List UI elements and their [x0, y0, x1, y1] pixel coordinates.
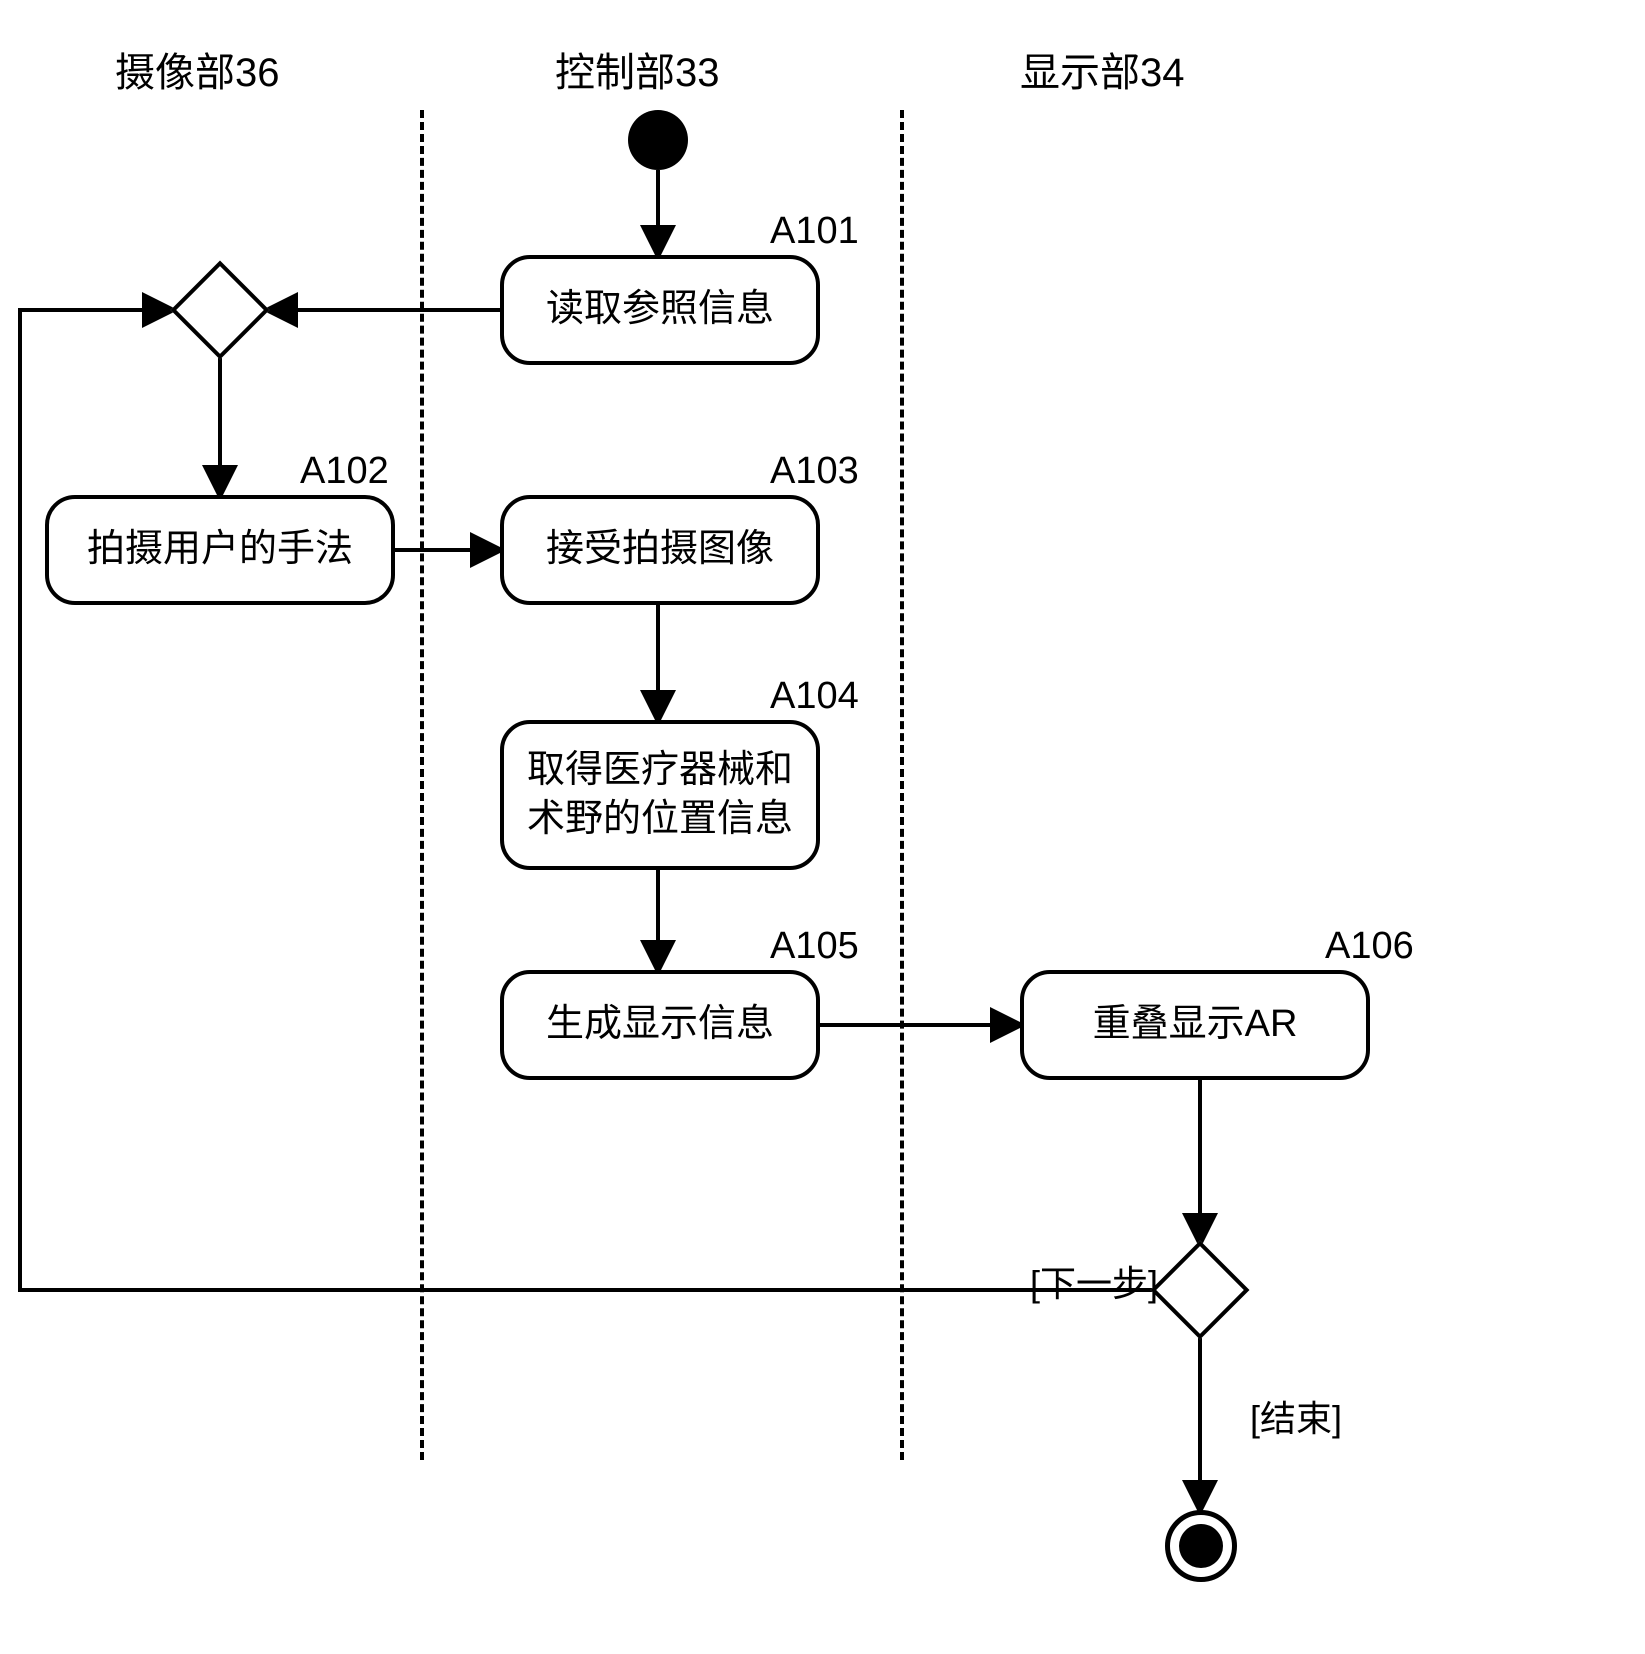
activity-a101: 读取参照信息: [500, 255, 820, 365]
activity-text: 重叠显示AR: [1093, 1000, 1298, 1049]
activity-text: 取得医疗器械和 术野的位置信息: [527, 746, 793, 845]
activity-a104: 取得医疗器械和 术野的位置信息: [500, 720, 820, 870]
swimlane-divider-1: [420, 110, 424, 1460]
end-node: [1165, 1510, 1237, 1582]
branch-label-next: [下一步]: [1030, 1255, 1158, 1307]
step-label-a106: A106: [1325, 925, 1414, 968]
activity-text: 生成显示信息: [546, 1000, 774, 1049]
activity-a106: 重叠显示AR: [1020, 970, 1370, 1080]
decision-d1: [171, 261, 270, 360]
step-label-a104: A104: [770, 675, 859, 718]
step-label-a105: A105: [770, 925, 859, 968]
lane-header-3: 显示部34: [1020, 40, 1185, 98]
activity-text: 拍摄用户的手法: [87, 525, 353, 574]
lane-header-1: 摄像部36: [115, 40, 280, 98]
activity-a102: 拍摄用户的手法: [45, 495, 395, 605]
step-label-a101: A101: [770, 210, 859, 253]
step-label-a103: A103: [770, 450, 859, 493]
activity-a103: 接受拍摄图像: [500, 495, 820, 605]
activity-text: 接受拍摄图像: [546, 525, 774, 574]
decision-d2: [1151, 1241, 1250, 1340]
activity-a105: 生成显示信息: [500, 970, 820, 1080]
diagram-canvas: 摄像部36 控制部33 显示部34 读取参照信息 A101 拍摄用户的手法 A1…: [0, 0, 1645, 1654]
activity-text: 读取参照信息: [546, 285, 774, 334]
branch-label-end: [结束]: [1250, 1390, 1342, 1442]
start-node: [628, 110, 688, 170]
step-label-a102: A102: [300, 450, 389, 493]
lane-header-2: 控制部33: [555, 40, 720, 98]
swimlane-divider-2: [900, 110, 904, 1460]
